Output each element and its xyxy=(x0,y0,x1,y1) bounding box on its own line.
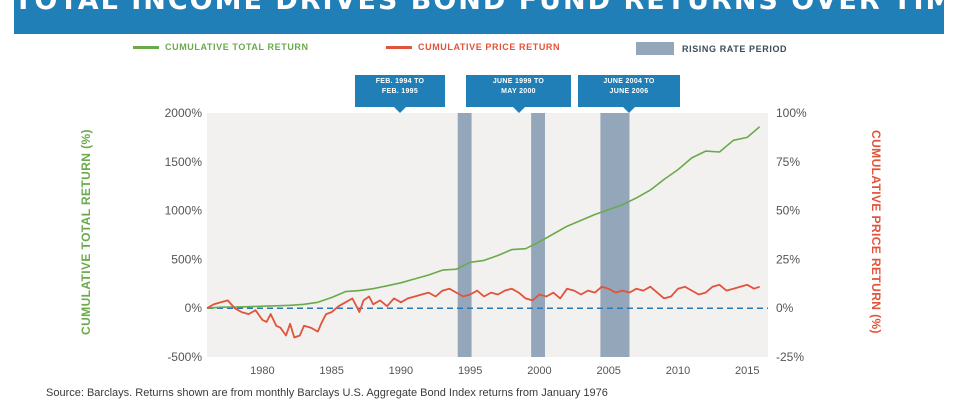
legend-label-rate: RISING RATE PERIOD xyxy=(682,43,788,54)
legend-swatch-total xyxy=(133,45,159,49)
y-axis-title-left: CUMULATIVE TOTAL RETURN (%) xyxy=(79,129,93,335)
legend-swatch-price xyxy=(386,45,412,49)
x-tick-2010: 2010 xyxy=(666,365,690,377)
x-tick-1990: 1990 xyxy=(389,365,413,377)
axis-labels: 1980 1985 1990 1995 2000 2005 2010 2015 -500% 0% 5… xyxy=(165,106,807,377)
y-tick-left-0: 0% xyxy=(185,301,203,315)
series-line-price-return xyxy=(206,283,761,339)
rising-rate-band-0 xyxy=(457,113,472,357)
y-axis-title-right: CUMULATIVE PRICE RETURN (%) xyxy=(869,130,883,334)
y-tick-right-25: 25% xyxy=(776,252,800,266)
x-tick-1985: 1985 xyxy=(319,365,343,377)
y-tick-left-1000: 1000% xyxy=(165,204,203,218)
legend-label-price: CUMULATIVE PRICE RETURN xyxy=(418,42,561,52)
chart-title: TOTAL INCOME DRIVES BOND FUND RETURNS OV… xyxy=(14,0,944,16)
legend-swatch-rate xyxy=(636,42,674,55)
y-tick-right-100: 100% xyxy=(776,106,807,120)
series-line-total-return xyxy=(206,126,761,309)
legend-item-rising-rate: RISING RATE PERIOD xyxy=(636,42,787,55)
legend-item-price-return: CUMULATIVE PRICE RETURN xyxy=(386,42,560,52)
y-tick-right--25: -25% xyxy=(776,350,804,364)
legend-item-total-return: CUMULATIVE TOTAL RETURN xyxy=(133,42,309,52)
callout-period-1999: JUNE 1999 TO MAY 2000 xyxy=(466,75,571,113)
series-lines xyxy=(206,126,761,339)
y-tick-left-1500: 1500% xyxy=(165,155,203,169)
plot-background xyxy=(207,113,768,357)
legend-label-total: CUMULATIVE TOTAL RETURN xyxy=(165,42,309,52)
callout-period-2004: JUNE 2004 TO JUNE 2006 xyxy=(578,75,680,113)
x-tick-1995: 1995 xyxy=(458,365,482,377)
y-tick-left-2000: 2000% xyxy=(165,106,203,120)
x-tick-2000: 2000 xyxy=(527,365,551,377)
y-tick-left-500: 500% xyxy=(171,252,202,266)
source-note: Source: Barclays. Returns shown are from… xyxy=(46,387,608,399)
y-tick-right-50: 50% xyxy=(776,204,800,218)
x-tick-2015: 2015 xyxy=(735,365,759,377)
y-tick-right-0: 0% xyxy=(776,301,794,315)
x-tick-2005: 2005 xyxy=(596,365,620,377)
y-tick-right-75: 75% xyxy=(776,155,800,169)
rising-rate-band-2 xyxy=(600,113,630,357)
callout-period-1994: FEB. 1994 TO FEB. 1995 xyxy=(355,75,445,113)
y-tick-left--500: -500% xyxy=(167,350,202,364)
legend: CUMULATIVE TOTAL RETURN CUMULATIVE PRICE… xyxy=(0,42,960,58)
rising-rate-band-1 xyxy=(531,113,545,357)
x-tick-1980: 1980 xyxy=(250,365,274,377)
title-banner: TOTAL INCOME DRIVES BOND FUND RETURNS OV… xyxy=(14,0,944,34)
